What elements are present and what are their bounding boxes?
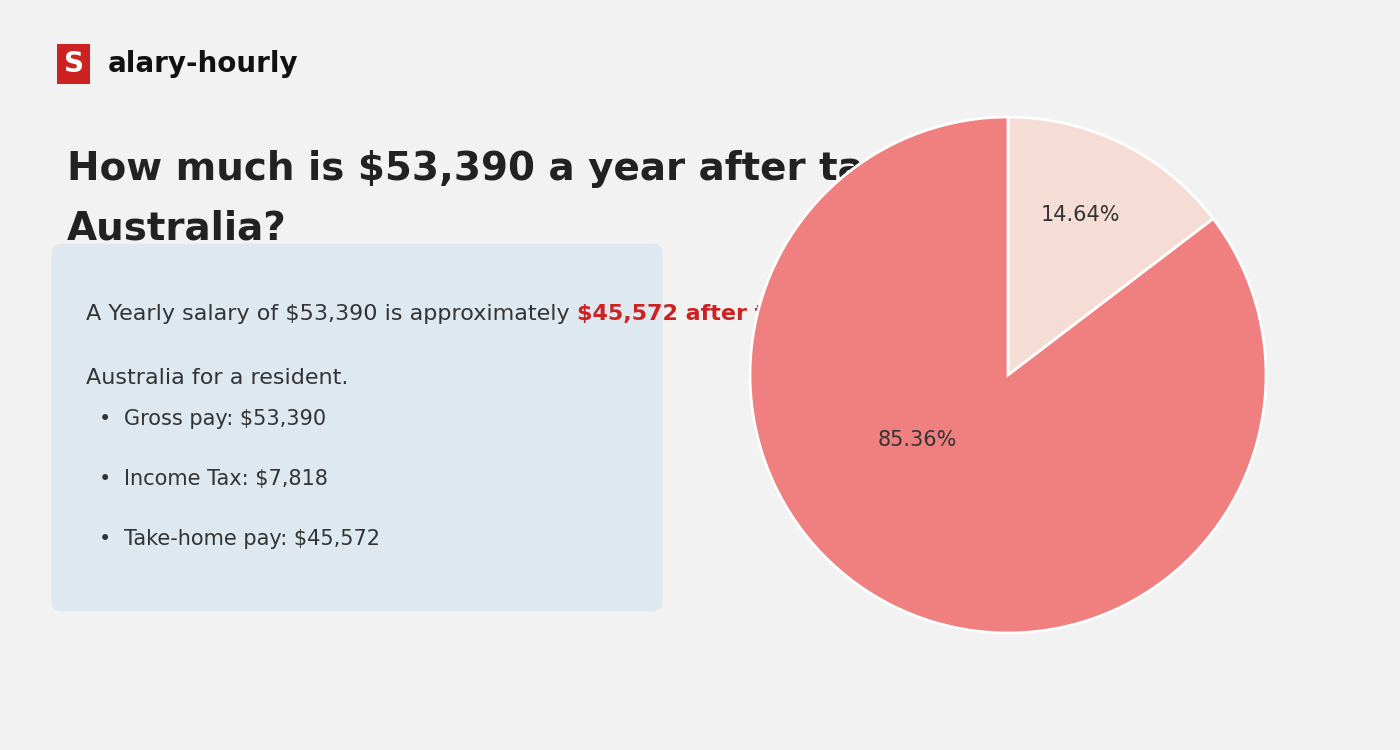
Text: S: S [63, 50, 84, 78]
Text: in: in [795, 304, 822, 324]
Text: Income Tax: $7,818: Income Tax: $7,818 [125, 469, 328, 489]
Wedge shape [750, 117, 1266, 633]
Text: 85.36%: 85.36% [878, 430, 958, 449]
Text: $45,572 after tax: $45,572 after tax [577, 304, 795, 324]
Legend: Income Tax, Take-home Pay: Income Tax, Take-home Pay [826, 0, 1190, 4]
Text: 14.64%: 14.64% [1040, 205, 1120, 225]
Text: •: • [98, 409, 111, 429]
Text: •: • [98, 469, 111, 489]
Text: How much is $53,390 a year after tax in: How much is $53,390 a year after tax in [67, 150, 944, 188]
Text: •: • [98, 529, 111, 549]
FancyBboxPatch shape [52, 244, 662, 611]
Text: Take-home pay: $45,572: Take-home pay: $45,572 [125, 529, 379, 549]
Text: alary-hourly: alary-hourly [108, 50, 298, 78]
Text: A Yearly salary of $53,390 is approximately: A Yearly salary of $53,390 is approximat… [87, 304, 577, 324]
Text: Australia for a resident.: Australia for a resident. [87, 368, 349, 388]
Text: Australia?: Australia? [67, 210, 287, 248]
Wedge shape [1008, 117, 1214, 375]
Text: Gross pay: $53,390: Gross pay: $53,390 [125, 409, 326, 429]
